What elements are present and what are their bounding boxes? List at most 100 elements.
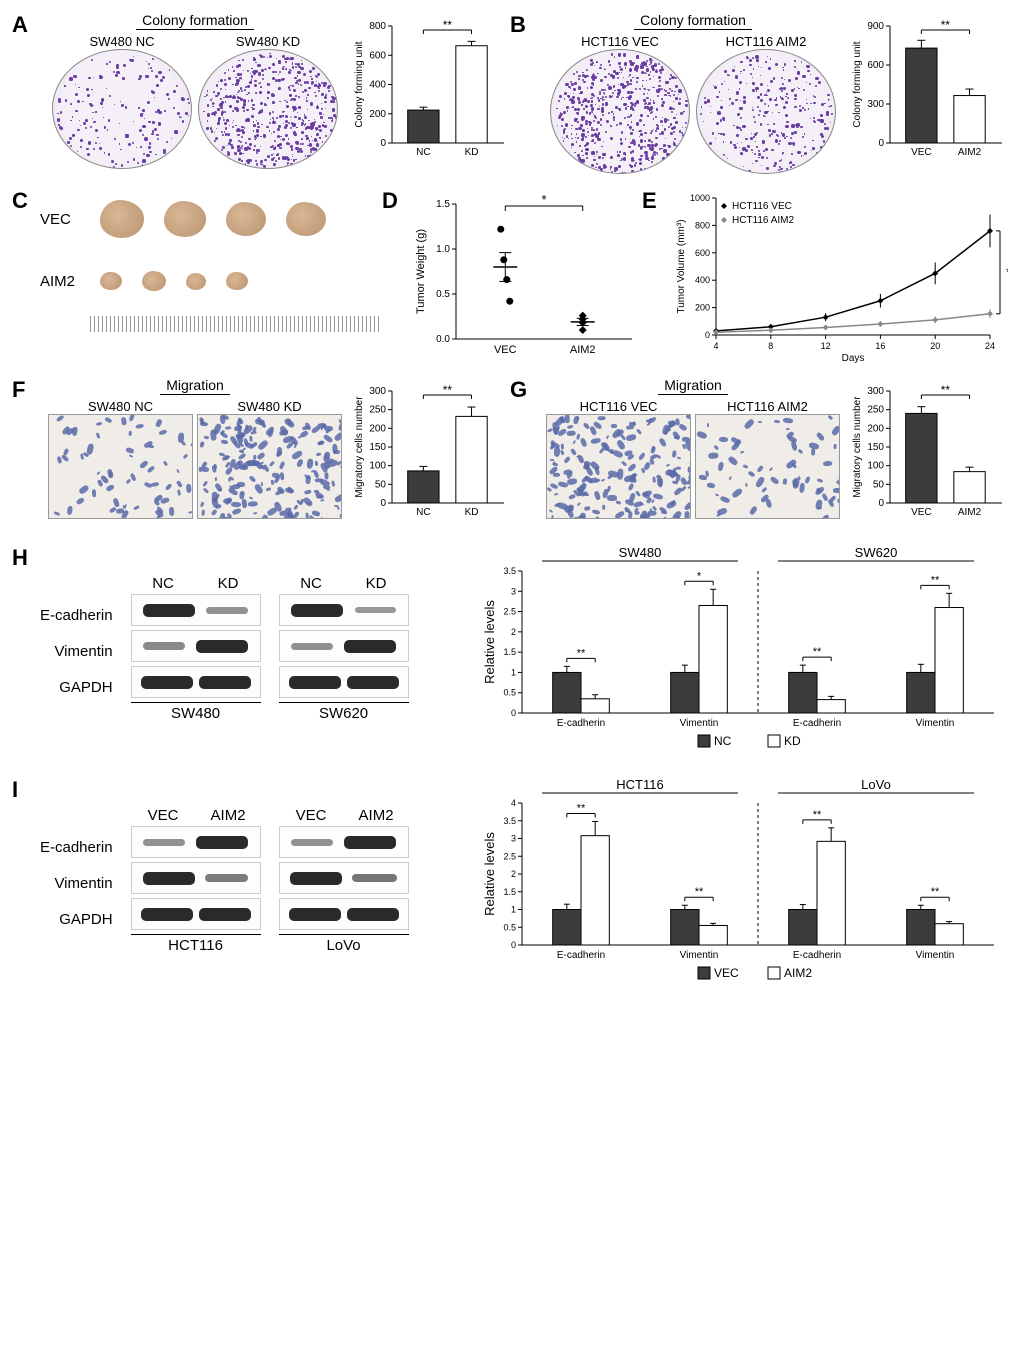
svg-text:600: 600 [867,60,884,71]
svg-text:1: 1 [511,905,516,915]
svg-text:VEC: VEC [494,344,517,356]
svg-text:1000: 1000 [690,193,710,203]
svg-text:300: 300 [867,386,884,397]
panelF-label-0: SW480 NC [48,399,193,414]
panel-label-B: B [510,12,534,174]
dish-hct116-vec [550,49,690,174]
svg-text:800: 800 [695,220,710,230]
svg-text:**: ** [813,809,822,821]
panel-label-E: E [642,188,666,363]
chart-I: 00.511.522.533.54HCT116**E-cadherin**Vim… [480,777,1000,987]
svg-text:**: ** [695,886,704,898]
svg-text:0.5: 0.5 [436,289,450,300]
svg-text:KD: KD [784,734,801,748]
svg-text:AIM2: AIM2 [784,966,812,980]
panel-label-A: A [12,12,36,169]
svg-text:Relative levels: Relative levels [482,600,497,684]
micrograph-hct116-aim2 [695,414,840,519]
figure: A Colony formation SW480 NC SW480 KD 020… [12,12,1008,987]
svg-text:Migratory cells number: Migratory cells number [852,396,863,498]
svg-text:**: ** [813,646,822,658]
svg-text:HCT116 AIM2: HCT116 AIM2 [732,215,794,226]
svg-text:**: ** [931,574,940,586]
svg-text:3: 3 [511,586,516,596]
svg-text:800: 800 [369,21,386,32]
panel-F: F Migration SW480 NC SW480 KD 0501001502… [12,377,510,527]
svg-text:NC: NC [714,734,732,748]
chart-F: 050100150200250300NCKD**Migratory cells … [350,377,510,527]
panel-B: B Colony formation HCT116 VEC HCT116 AIM… [510,12,1008,174]
panel-D: D 0.00.51.01.5VECAIM2*Tumor Weight (g) [382,188,642,363]
svg-text:**: ** [577,647,586,659]
svg-text:**: ** [577,802,586,814]
svg-text:3.5: 3.5 [503,816,516,826]
svg-text:AIM2: AIM2 [570,344,596,356]
svg-text:Vimentin: Vimentin [680,718,719,729]
panel-label-D: D [382,188,406,363]
svg-text:**: ** [941,18,951,32]
svg-text:200: 200 [867,423,884,434]
svg-text:1.5: 1.5 [436,199,450,210]
svg-text:100: 100 [369,461,386,472]
svg-text:0: 0 [511,940,516,950]
panelB-label-0: HCT116 VEC [550,34,690,49]
svg-text:LoVo: LoVo [861,777,891,792]
chart-A: 0200400600800NCKD**Colony forming unit [350,12,510,167]
chart-H: 00.511.522.533.5SW480**E-cadherin*Viment… [480,545,1000,755]
svg-text:KD: KD [465,147,479,158]
panel-C: C VECAIM2 [12,188,382,332]
svg-text:200: 200 [369,423,386,434]
svg-text:150: 150 [867,442,884,453]
svg-text:1.5: 1.5 [503,887,516,897]
svg-text:150: 150 [369,442,386,453]
panel-label-I: I [12,777,36,803]
svg-text:Colony forming unit: Colony forming unit [852,41,863,127]
svg-text:SW480: SW480 [619,545,662,560]
svg-text:0.0: 0.0 [436,334,450,345]
svg-text:Tumor Weight (g): Tumor Weight (g) [415,229,427,314]
svg-text:4: 4 [713,341,718,351]
svg-text:0: 0 [705,330,710,340]
svg-text:NC: NC [416,507,430,518]
svg-text:2: 2 [511,627,516,637]
svg-text:HCT116: HCT116 [616,777,663,792]
panelF-title: Migration [160,377,230,395]
panel-A: A Colony formation SW480 NC SW480 KD 020… [12,12,510,169]
chart-G: 050100150200250300VECAIM2**Migratory cel… [848,377,1008,527]
panel-label-C: C [12,188,36,332]
svg-text:3: 3 [511,834,516,844]
svg-text:NC: NC [416,147,430,158]
svg-text:24: 24 [985,341,995,351]
svg-text:200: 200 [369,109,386,120]
chart-B: 0300600900VECAIM2**Colony forming unit [848,12,1008,167]
panel-E: E 020040060080010004812162024HCT116 VECH… [642,188,1008,363]
svg-text:SW620: SW620 [855,545,898,560]
svg-text:VEC: VEC [911,147,932,158]
svg-text:**: ** [941,383,951,397]
dish-sw480-kd [198,49,338,169]
svg-text:0.5: 0.5 [503,922,516,932]
svg-text:8: 8 [768,341,773,351]
svg-text:2.5: 2.5 [503,607,516,617]
svg-text:0: 0 [380,138,386,149]
panelA-title: Colony formation [136,12,254,30]
svg-text:12: 12 [821,341,831,351]
svg-text:250: 250 [867,405,884,416]
svg-text:VEC: VEC [714,966,739,980]
svg-text:HCT116 VEC: HCT116 VEC [732,201,792,212]
svg-text:400: 400 [695,275,710,285]
svg-text:E-cadherin: E-cadherin [793,950,841,961]
panelA-label-1: SW480 KD [198,34,338,49]
panel-label-F: F [12,377,36,527]
svg-text:2: 2 [511,869,516,879]
svg-text:Colony forming unit: Colony forming unit [354,41,365,127]
svg-text:Migratory cells number: Migratory cells number [354,396,365,498]
panelB-label-1: HCT116 AIM2 [696,34,836,49]
svg-text:600: 600 [695,248,710,258]
panelF-label-1: SW480 KD [197,399,342,414]
micrograph-sw480-nc [48,414,193,519]
panelB-title: Colony formation [634,12,752,30]
svg-text:E-cadherin: E-cadherin [557,718,605,729]
svg-text:Relative levels: Relative levels [482,832,497,916]
svg-text:16: 16 [875,341,885,351]
